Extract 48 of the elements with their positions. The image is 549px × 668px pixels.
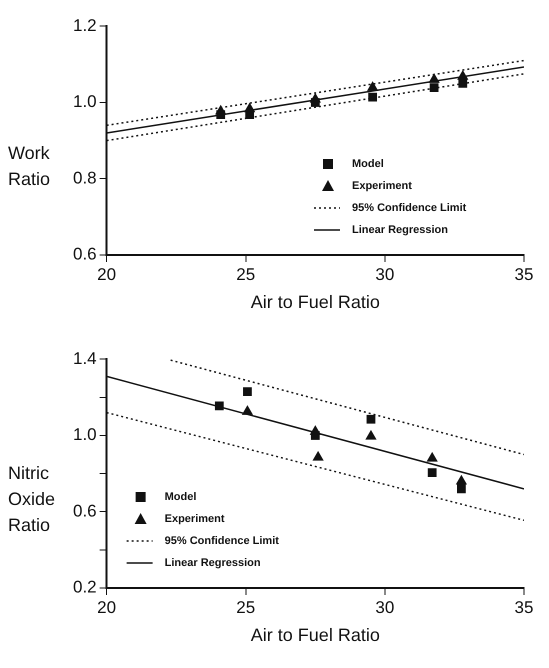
point xyxy=(312,451,324,461)
x-tick-label: 30 xyxy=(375,598,394,617)
x-tick-label: 35 xyxy=(514,264,534,284)
x-tick-label: 20 xyxy=(97,264,116,284)
legend-label: 95% Confidence Limit xyxy=(352,202,467,214)
legend-label: Experiment xyxy=(164,513,225,526)
y-tick-label: 1.0 xyxy=(72,425,97,444)
point xyxy=(216,110,226,120)
y-axis-title: Nitric Oxide Ratio xyxy=(8,462,56,536)
point xyxy=(310,431,320,440)
y-tick-label: 0.6 xyxy=(72,244,97,264)
point xyxy=(457,484,466,494)
x-tick-label: 35 xyxy=(514,598,534,617)
y-axis-title: Work Ratio xyxy=(8,142,52,190)
y-tick-label: 1.0 xyxy=(72,92,97,112)
x-tick-label: 20 xyxy=(97,598,116,617)
point xyxy=(242,406,253,415)
point xyxy=(366,414,376,424)
point xyxy=(458,79,468,88)
point xyxy=(243,387,252,396)
point xyxy=(366,430,376,440)
x-tick-label: 30 xyxy=(375,264,394,284)
legend-label: Experiment xyxy=(352,180,412,192)
y-tick-label: 1.2 xyxy=(72,16,97,35)
legend-label: Linear Regression xyxy=(352,224,448,236)
legend-label: Linear Regression xyxy=(164,557,261,570)
point xyxy=(310,98,320,107)
point xyxy=(214,402,224,410)
point xyxy=(368,92,378,102)
x-axis-title: Air to Fuel Ratio xyxy=(250,292,380,312)
legend-label: Model xyxy=(164,491,196,504)
y-tick-label: 1.4 xyxy=(72,348,97,368)
point xyxy=(430,83,439,92)
point xyxy=(245,110,254,120)
x-tick-label: 25 xyxy=(236,264,256,284)
point xyxy=(428,468,437,478)
legend-label: Model xyxy=(352,158,384,170)
point xyxy=(367,82,378,91)
point xyxy=(458,70,468,80)
point xyxy=(428,74,440,83)
legend-label: 95% Confidence Limit xyxy=(164,535,280,548)
y-tick-label: 0.6 xyxy=(72,501,97,520)
y-tick-label: 0.2 xyxy=(72,578,97,597)
point xyxy=(426,452,438,462)
y-tick-label: 0.8 xyxy=(72,168,97,188)
x-axis-title: Air to Fuel Ratio xyxy=(250,625,380,646)
point xyxy=(456,475,467,484)
x-tick-label: 25 xyxy=(236,598,256,617)
